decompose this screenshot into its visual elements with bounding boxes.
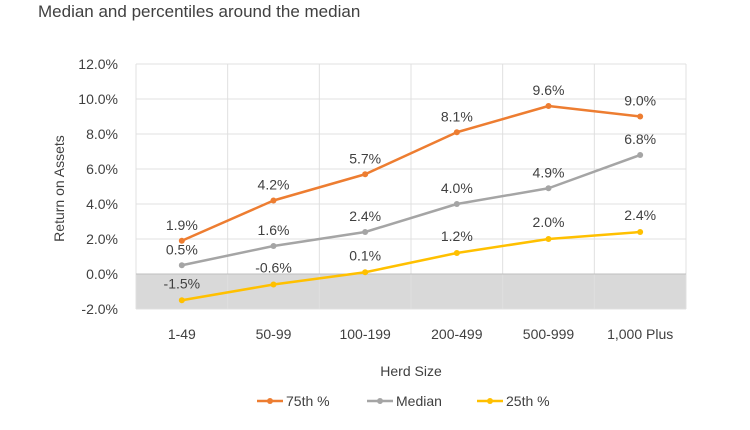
- y-tick-label: 4.0%: [86, 196, 118, 212]
- x-tick-label: 50-99: [256, 326, 292, 342]
- data-point: [453, 201, 460, 207]
- data-label: 2.4%: [624, 207, 656, 223]
- data-label: -1.5%: [164, 275, 201, 291]
- data-point: [362, 269, 369, 276]
- y-tick-label: 8.0%: [86, 126, 118, 142]
- y-tick-label: 2.0%: [86, 231, 118, 247]
- data-label: 1.9%: [166, 217, 198, 233]
- data-point: [270, 281, 277, 288]
- x-tick-label: 500-999: [523, 326, 575, 342]
- data-point: [270, 197, 277, 204]
- data-point: [453, 129, 460, 136]
- y-tick-label: 12.0%: [78, 56, 118, 72]
- legend-marker: [377, 398, 383, 404]
- data-label: 8.1%: [441, 108, 473, 124]
- series-line-75th-: [180, 104, 642, 242]
- legend-label: 75th %: [286, 393, 330, 409]
- data-point: [453, 250, 460, 256]
- data-point: [545, 103, 552, 109]
- data-point: [637, 229, 644, 235]
- chart-subtitle: Median and percentiles around the median: [38, 2, 361, 21]
- data-point: [545, 185, 552, 192]
- series-line-median: [180, 153, 642, 267]
- data-label: 9.6%: [533, 82, 565, 98]
- data-point: [178, 262, 185, 269]
- data-point: [637, 152, 644, 158]
- data-label: 4.0%: [441, 180, 473, 196]
- data-label: 1.2%: [441, 228, 473, 244]
- legend-label: Median: [396, 393, 442, 409]
- data-label: 4.9%: [533, 164, 565, 180]
- y-tick-label: 10.0%: [78, 91, 118, 107]
- data-label: 9.0%: [624, 93, 656, 109]
- data-label: 0.5%: [166, 241, 198, 257]
- y-tick-label: 0.0%: [86, 266, 118, 282]
- data-label: 5.7%: [349, 150, 381, 166]
- x-tick-label: 200-499: [431, 326, 483, 342]
- data-point: [270, 243, 277, 249]
- data-point: [637, 113, 644, 120]
- series-line-25th-: [180, 230, 642, 302]
- x-tick-label: 100-199: [339, 326, 391, 342]
- y-axis-title: Return on Assets: [51, 135, 67, 242]
- data-label: 4.2%: [258, 177, 290, 193]
- data-label: -0.6%: [255, 260, 292, 276]
- y-tick-label: 6.0%: [86, 161, 118, 177]
- legend-marker: [267, 398, 273, 404]
- data-label: 6.8%: [624, 131, 656, 147]
- legend-label: 25th %: [506, 393, 550, 409]
- x-axis-title: Herd Size: [380, 363, 442, 379]
- data-label: 2.0%: [533, 214, 565, 230]
- x-tick-label: 1-49: [168, 326, 196, 342]
- data-point: [362, 229, 369, 235]
- x-tick-label: 1,000 Plus: [607, 326, 673, 342]
- data-label: 1.6%: [258, 222, 290, 238]
- data-label: 0.1%: [349, 247, 381, 263]
- data-label: 2.4%: [349, 208, 381, 224]
- data-point: [545, 236, 552, 242]
- legend-marker: [487, 398, 493, 404]
- data-point: [362, 171, 369, 178]
- data-point: [178, 237, 185, 244]
- data-point: [178, 297, 185, 304]
- y-tick-label: -2.0%: [81, 301, 118, 317]
